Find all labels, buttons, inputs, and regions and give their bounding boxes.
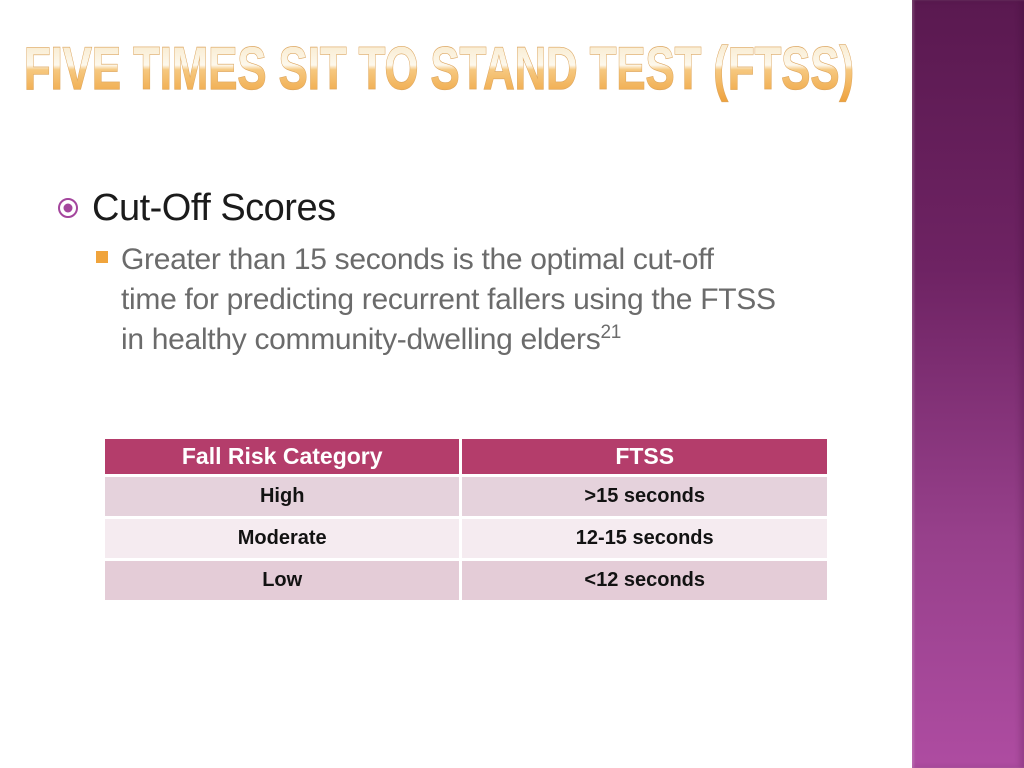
table-row: Moderate 12-15 seconds: [101, 516, 830, 561]
fall-risk-table: Fall Risk Category FTSS High >15 seconds…: [101, 436, 830, 603]
table-row: High >15 seconds: [101, 474, 830, 519]
main-bullet-label: Cut-Off Scores: [92, 186, 336, 229]
header-cell-ftss: FTSS: [459, 436, 830, 477]
table-cell: High: [101, 474, 463, 519]
sub-bullet-line: in healthy community-dwelling elders21: [121, 320, 776, 360]
table-row: Low <12 seconds: [101, 558, 830, 603]
main-bullet-row: Cut-Off Scores: [58, 186, 336, 230]
table-cell: <12 seconds: [459, 558, 830, 603]
sub-bullet-text: Greater than 15 seconds is the optimal c…: [121, 240, 776, 360]
table-cell: Moderate: [101, 516, 463, 561]
header-cell-fall-risk-category: Fall Risk Category: [101, 436, 463, 477]
square-bullet-icon: [96, 251, 108, 263]
table-cell: Low: [101, 558, 463, 603]
sub-bullet-row: Greater than 15 seconds is the optimal c…: [96, 240, 886, 360]
citation-superscript: 21: [600, 322, 621, 343]
sub-bullet-line: Greater than 15 seconds is the optimal c…: [121, 243, 714, 276]
radio-bullet-icon: [58, 198, 78, 218]
sub-bullet-line: time for predicting recurrent fallers us…: [121, 283, 776, 316]
table-header-row: Fall Risk Category FTSS: [101, 436, 830, 477]
page-title: FIVE TIMES SIT TO STAND TEST (FTSS): [22, 36, 902, 114]
page-title-text: FIVE TIMES SIT TO STAND TEST (FTSS): [24, 36, 854, 102]
sidebar-decoration: [912, 0, 1024, 768]
title-wordart: FIVE TIMES SIT TO STAND TEST (FTSS): [23, 36, 854, 103]
table-cell: 12-15 seconds: [459, 516, 830, 561]
sub-bullet-line-text: in healthy community-dwelling elders: [121, 323, 601, 356]
table-cell: >15 seconds: [459, 474, 830, 519]
